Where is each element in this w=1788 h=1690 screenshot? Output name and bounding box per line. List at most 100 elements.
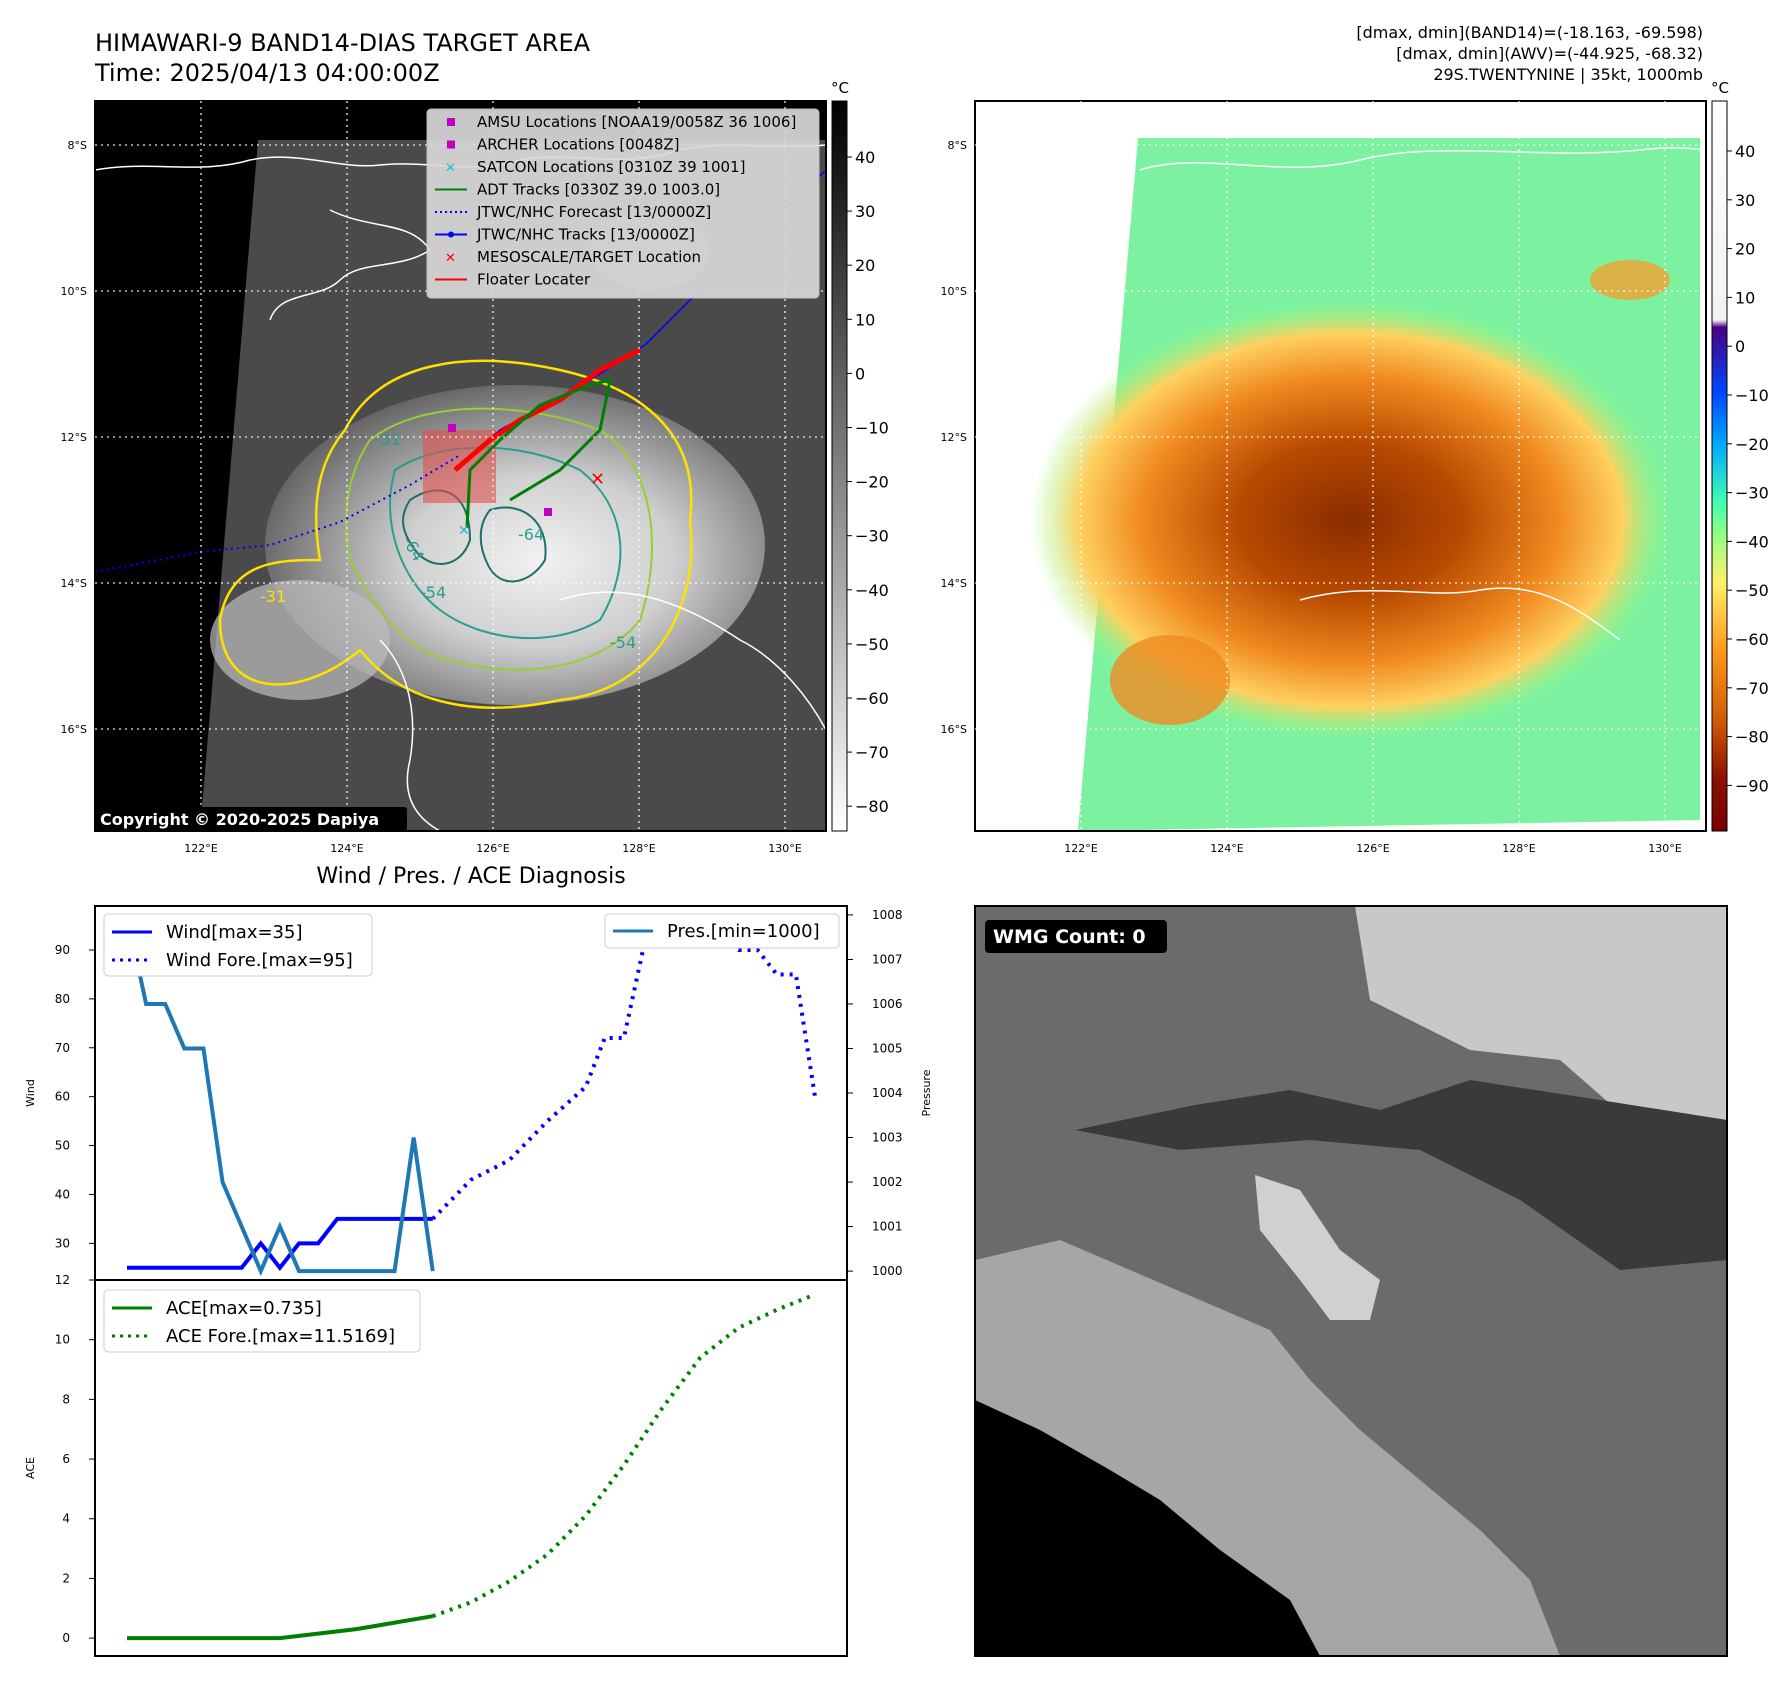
legend-marker-dot-5 — [448, 231, 454, 238]
wmg-count-label: WMG Count: 0 — [993, 926, 1146, 948]
contour-label-5: -54 — [610, 633, 636, 652]
pressure-ytick-label-0: 1000 — [872, 1264, 903, 1278]
contour-label-1: -31 — [375, 430, 401, 449]
awv-lat-label-1: 10°S — [941, 285, 967, 298]
awv-coastline-south — [1299, 587, 1621, 641]
series-line-ace-fore- — [432, 1292, 816, 1619]
ace-ytick-label-4: 8 — [62, 1392, 70, 1406]
awv-colorbar-tick-label-8: −40 — [1735, 532, 1769, 551]
awv-colorbar-tick-label-11: −70 — [1735, 679, 1769, 698]
map-legend: AMSU Locations [NOAA19/0058Z 36 1006] ARC… — [426, 108, 820, 299]
ir-colorbar-ticks: 40 30 20 10 0 −10 −20 −30 −40 −50 −60 −70 −80 — [847, 148, 889, 816]
ir-colorbar-tick-label-5: −10 — [855, 419, 889, 438]
awv-lon-label-0: 122°E — [1064, 842, 1097, 855]
awv-colorbar-tick-label-7: −30 — [1735, 484, 1769, 503]
pressure-legend-label: Pres.[min=1000] — [667, 921, 820, 942]
series-line-wind-fore- — [431, 923, 817, 1221]
ace-ytick-label-2: 4 — [62, 1512, 70, 1526]
ir-colorbar-tick-label-10: −60 — [855, 689, 889, 708]
ace-fore-legend-label: ACE Fore.[max=11.5169] — [166, 1326, 395, 1347]
archer-location-marker — [448, 424, 456, 432]
ir-colorbar — [831, 100, 848, 832]
awv-feature-ne — [1590, 260, 1670, 300]
ir-lat-label-3: 14°S — [61, 577, 87, 590]
ace-ytick-label-5: 10 — [55, 1333, 70, 1347]
pressure-ytick-label-8: 1008 — [872, 908, 903, 922]
awv-colorbar-tick-label-9: −50 — [1735, 581, 1769, 600]
stats-band14: [dmax, dmin](BAND14)=(-18.163, -69.598) — [1356, 23, 1703, 42]
legend-label-6: MESOSCALE/TARGET Location — [477, 248, 701, 266]
awv-colorbar-tick-label-12: −80 — [1735, 728, 1769, 747]
ir-lat-label-1: 10°S — [61, 285, 87, 298]
legend-label-3: ADT Tracks [0330Z 39.0 1003.0] — [477, 181, 720, 199]
stats-awv: [dmax, dmin](AWV)=(-44.925, -68.32) — [1396, 44, 1703, 63]
ir-colorbar-tick-label-12: −80 — [855, 797, 889, 816]
wmg-region-black — [975, 1400, 1320, 1656]
adt-track — [465, 377, 612, 529]
pressure-ytick-label-5: 1005 — [872, 1041, 903, 1055]
legend-marker-1 — [447, 140, 455, 149]
copyright-badge — [95, 807, 407, 831]
pressure-ytick-label-4: 1004 — [872, 1086, 903, 1100]
ace-ytick-label-1: 2 — [62, 1571, 70, 1585]
coastline-southwest — [379, 639, 441, 831]
ir-colorbar-tick-label-1: 30 — [855, 202, 875, 221]
awv-colorbar — [1711, 100, 1728, 832]
ace-legend: ACE[max=0.735] ACE Fore.[max=11.5169] — [103, 1289, 421, 1353]
awv-lat-label-2: 12°S — [941, 431, 967, 444]
awv-colorbar-tick-label-2: 20 — [1735, 240, 1755, 259]
contour-teal — [389, 446, 622, 640]
awv-lon-label-4: 130°E — [1648, 842, 1681, 855]
ir-colorbar-tick-label-8: −40 — [855, 581, 889, 600]
contour-lightgreen — [345, 407, 653, 671]
awv-lat-label-4: 16°S — [941, 723, 967, 736]
amsu-location-marker — [544, 508, 552, 516]
ir-colorbar-tick-label-4: 0 — [855, 364, 865, 383]
wmg-badge — [985, 920, 1167, 953]
wmg-region-dark — [1075, 1080, 1727, 1270]
awv-map-frame — [974, 100, 1707, 832]
contour-dark-teal-2 — [479, 506, 547, 583]
wind-pressure-chart: 30 40 50 60 70 80 90 1000 1001 1002 1003 1004 1005 10… — [24, 908, 933, 1278]
ir-lon-label-2: 126°E — [476, 842, 509, 855]
ir-lon-label-4: 130°E — [768, 842, 801, 855]
pressure-ytick-label-7: 1007 — [872, 952, 903, 966]
awv-lon-label-2: 126°E — [1356, 842, 1389, 855]
contour-yellow — [218, 359, 693, 709]
wind-legend: Wind[max=35] Wind Fore.[max=95] — [103, 913, 373, 977]
coastline-island — [269, 209, 432, 321]
figure-time: Time: 2025/04/13 04:00:00Z — [94, 59, 440, 87]
awv-map-gridlines: 122°E 124°E 126°E 128°E 130°E 8°S 10°S 12°S 14°S… — [941, 101, 1706, 855]
pressure-ytick-label-6: 1006 — [872, 997, 903, 1011]
pressure-legend: Pres.[min=1000] — [604, 913, 840, 949]
wmg-region-light-center — [1255, 1175, 1380, 1320]
awv-colorbar-tick-label-3: 10 — [1735, 288, 1755, 307]
legend-marker-2: ✕ — [445, 161, 456, 176]
wmg-region-light — [1355, 906, 1727, 1170]
stats-storm: 29S.TWENTYNINE | 35kt, 1000mb — [1433, 65, 1703, 84]
awv-lat-label-3: 14°S — [941, 577, 967, 590]
coastline-south — [559, 591, 826, 731]
floater-track — [453, 347, 642, 472]
awv-colorbar-tick-label-0: 40 — [1735, 142, 1755, 161]
awv-storm-core — [1030, 300, 1670, 740]
pressure-axis-label: Pressure — [920, 1069, 933, 1116]
legend-label-1: ARCHER Locations [0048Z] — [477, 136, 680, 154]
awv-lon-label-1: 124°E — [1210, 842, 1243, 855]
legend-label-5: JTWC/NHC Tracks [13/0000Z] — [476, 226, 695, 244]
ir-colorbar-unit: °C — [831, 79, 849, 97]
map-legend-rows: AMSU Locations [NOAA19/0058Z 36 1006] ARC… — [435, 113, 796, 289]
series-line-ace — [127, 1614, 434, 1641]
ir-cloud-mass — [265, 385, 765, 705]
wind-legend-label: Wind[max=35] — [166, 922, 303, 943]
ir-lon-label-0: 122°E — [184, 842, 217, 855]
awv-lon-label-3: 128°E — [1502, 842, 1535, 855]
awv-colorbar-tick-label-4: 0 — [1735, 337, 1745, 356]
wind-fore-legend-label: Wind Fore.[max=95] — [166, 950, 353, 971]
legend-label-7: Floater Locater — [477, 271, 591, 289]
wmg-panel: WMG Count: 0 — [974, 905, 1728, 1657]
awv-colorbar-ticks: 40 30 20 10 0 −10 −20 −30 −40 −50 −60 −70 −80 −90 — [1727, 142, 1769, 795]
ir-lon-label-3: 128°E — [622, 842, 655, 855]
pressure-legend-box — [604, 913, 840, 949]
series-line-wind — [127, 1216, 433, 1272]
